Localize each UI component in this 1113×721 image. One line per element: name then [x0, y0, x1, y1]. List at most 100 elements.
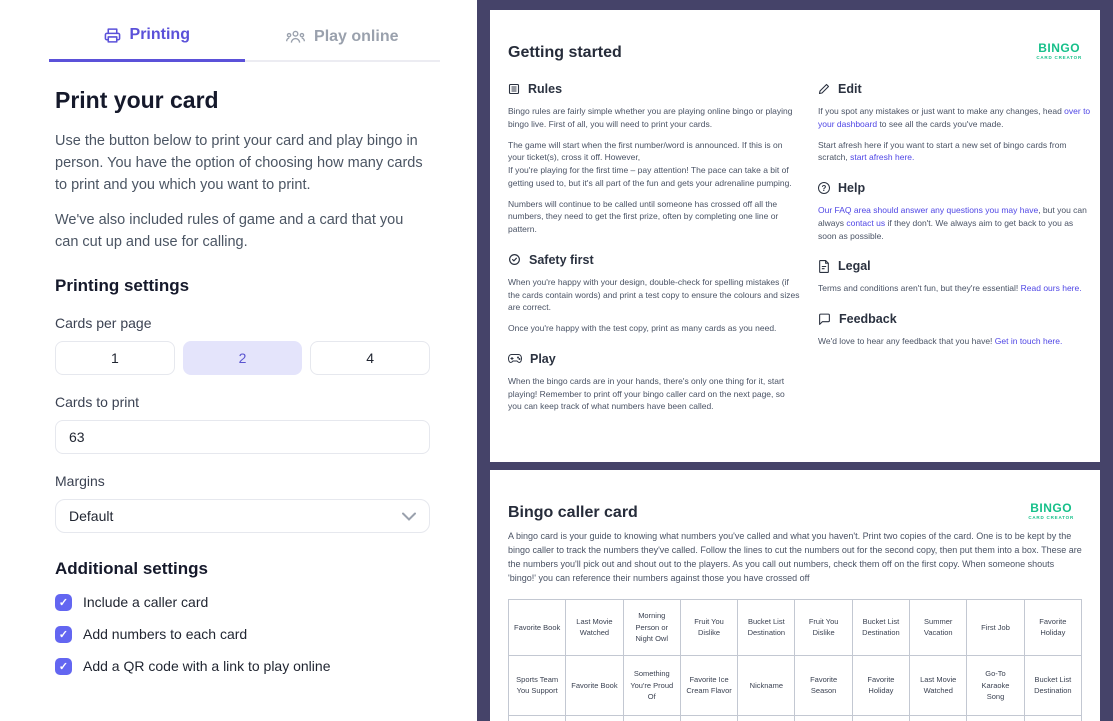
section-paragraph: If you spot any mistakes or just want to… — [818, 106, 1091, 129]
logo-tagline: CARD CREATOR — [1036, 55, 1082, 60]
pdf-preview-panel: Getting started BINGO CARD CREATOR Rules… — [477, 0, 1113, 721]
caller-table-cell: First Job — [966, 598, 1025, 656]
inline-link[interactable]: start afresh here. — [850, 152, 915, 163]
checkbox-include-caller-card[interactable]: ✓ Include a caller card — [55, 593, 430, 611]
caller-table-cell: Last Movie Watched — [565, 598, 624, 656]
caller-table-cell — [565, 714, 624, 721]
caller-table-row: Favorite Book Last Movie Watched Morning P… — [507, 598, 1083, 656]
caller-table-row — [507, 714, 1083, 721]
caller-table-cell — [737, 714, 796, 721]
document-icon — [818, 259, 830, 273]
speech-bubble-icon — [818, 313, 831, 325]
pdf-section-help: ? Help Our FAQ area should answer any qu… — [818, 181, 1092, 242]
tab-bar: Printing Play online — [49, 26, 440, 62]
caller-table-row: Sports Team You Support Favorite Book Some… — [507, 654, 1083, 716]
logo-tagline: CARD CREATOR — [1028, 515, 1074, 520]
section-title: Edit — [838, 82, 862, 96]
inline-link[interactable]: over to your dashboard — [818, 106, 1091, 129]
caller-table-cell: Morning Person or Night Owl — [622, 598, 681, 656]
pdf-section-feedback: Feedback We'd love to hear any feedback … — [818, 312, 1092, 348]
margins-label: Margins — [55, 472, 105, 489]
tab-printing[interactable]: Printing — [49, 26, 245, 62]
pdf-section-play: Play When the bingo cards are in your ha… — [508, 352, 800, 413]
caller-table-cell: Bucket List Destination — [737, 598, 796, 656]
margins-selected-value: Default — [69, 507, 114, 524]
caller-table-cell: Something You're Proud Of — [622, 654, 681, 716]
inline-link[interactable]: Read ours here. — [1020, 283, 1082, 294]
inline-link[interactable]: Our FAQ area should answer any questions… — [818, 205, 1039, 215]
caller-table-cell — [679, 714, 739, 721]
tab-printing-label: Printing — [129, 26, 190, 43]
pdf-page1-title: Getting started — [508, 44, 622, 61]
cards-per-page-option-2[interactable]: 2 — [182, 340, 303, 375]
page-title: Print your card — [55, 87, 219, 113]
section-paragraph: Our FAQ area should answer any questions… — [818, 205, 1087, 241]
inline-link[interactable]: contact us — [846, 217, 886, 228]
pdf-section-rules: Rules Bingo rules are fairly simple whet… — [508, 82, 800, 236]
tab-play-online-label: Play online — [314, 27, 399, 45]
section-paragraph: Start afresh here if you want to start a… — [818, 139, 1067, 163]
caller-table-cell: Fruit You Dislike — [679, 598, 739, 656]
caller-table-cell: Bucket List Destination — [1023, 654, 1083, 716]
section-paragraph: When the bingo cards are in your hands, … — [508, 375, 785, 412]
cards-to-print-input[interactable] — [55, 419, 430, 454]
caller-table-cell — [794, 714, 853, 721]
section-title: Help — [838, 181, 866, 195]
checkbox-checked-icon: ✓ — [55, 625, 72, 643]
cards-per-page-group: 1 2 4 — [55, 340, 431, 375]
section-title: Feedback — [839, 312, 897, 326]
bingo-card-creator-logo: BINGO CARD CREATOR — [1028, 502, 1074, 521]
section-paragraph: Once you're happy with the test copy, pr… — [508, 323, 777, 333]
cards-per-page-option-1[interactable]: 1 — [55, 340, 175, 375]
logo-name: BINGO — [1038, 41, 1081, 55]
gamepad-icon — [508, 353, 522, 364]
section-title: Rules — [528, 82, 563, 96]
cards-per-page-label: Cards per page — [55, 314, 152, 331]
section-paragraph: Numbers will continue to be called until… — [508, 198, 779, 235]
checkbox-label: Include a caller card — [83, 594, 209, 611]
cards-per-page-option-4[interactable]: 4 — [310, 340, 431, 375]
checkbox-label: Add a QR code with a link to play online — [83, 658, 331, 675]
section-paragraph: Terms and conditions aren't fun, but the… — [818, 283, 1082, 294]
checkbox-add-qr-code[interactable]: ✓ Add a QR code with a link to play onli… — [55, 657, 430, 675]
pdf-section-legal: Legal Terms and conditions aren't fun, b… — [818, 259, 1092, 295]
checkbox-add-numbers[interactable]: ✓ Add numbers to each card — [55, 625, 430, 643]
pencil-icon — [818, 83, 830, 95]
check-circle-icon — [508, 253, 521, 266]
caller-table-cell: Bucket List Destination — [851, 598, 911, 656]
caller-card-intro: A bingo card is your guide to knowing wh… — [508, 531, 1082, 583]
section-paragraph: We'd love to hear any feedback that you … — [818, 336, 1063, 346]
section-title: Legal — [838, 259, 871, 274]
caller-table-cell — [507, 714, 567, 721]
section-title: Play — [530, 351, 556, 366]
pdf-page2-title: Bingo caller card — [508, 504, 638, 521]
printer-icon — [104, 27, 121, 44]
print-settings-content: Print your card Use the button below to … — [0, 62, 477, 721]
list-icon — [508, 83, 520, 95]
users-icon — [286, 29, 306, 44]
checkbox-checked-icon: ✓ — [55, 593, 72, 611]
checkbox-checked-icon: ✓ — [55, 657, 72, 675]
caller-card-table: Favorite Book Last Movie Watched Morning P… — [507, 598, 1083, 721]
margins-select[interactable]: Default — [55, 498, 430, 533]
intro-paragraph-1: Use the button below to print your card … — [55, 133, 423, 193]
section-paragraph: The game will start when the first numbe… — [508, 139, 792, 188]
printing-settings-heading: Printing settings — [55, 275, 190, 295]
pdf-page-bingo-caller-card: Bingo caller card BINGO CARD CREATOR A b… — [490, 470, 1100, 721]
caller-table-cell: Favorite Ice Cream Flavor — [679, 654, 739, 716]
logo-name: BINGO — [1030, 501, 1073, 515]
bingo-card-creator-logo: BINGO CARD CREATOR — [1036, 42, 1082, 61]
caller-table-cell — [622, 714, 681, 721]
tab-play-online[interactable]: Play online — [245, 26, 441, 62]
caller-table-cell: Favorite Season — [794, 654, 853, 716]
checkbox-label: Add numbers to each card — [83, 626, 248, 643]
section-title: Safety first — [529, 252, 594, 267]
caller-table-cell: Go-To Karaoke Song — [966, 654, 1025, 716]
caller-table-cell: Favorite Book — [507, 598, 567, 656]
inline-link[interactable]: Get in touch here. — [994, 336, 1063, 346]
caller-table-cell — [966, 714, 1025, 721]
caller-table-cell: Nickname — [737, 654, 796, 716]
pdf-section-safety-first: Safety first When you're happy with your… — [508, 253, 800, 335]
pdf-page-getting-started: Getting started BINGO CARD CREATOR Rules… — [490, 10, 1100, 462]
help-circle-icon: ? — [818, 182, 830, 194]
